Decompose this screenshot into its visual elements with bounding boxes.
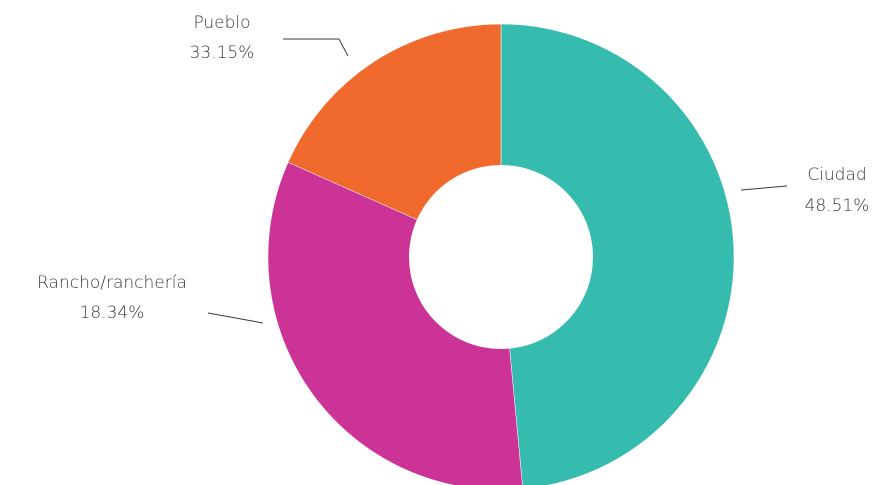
leader-line-ciudad: [740, 185, 788, 191]
leader-line-rancho: [207, 312, 264, 324]
label-ciudad: Ciudad 48.51%: [740, 165, 870, 216]
slice-label-rancho: Rancho/ranchería: [37, 273, 187, 293]
slice-value-ciudad: 48.51%: [805, 196, 870, 216]
label-rancho: Rancho/ranchería 18.34%: [37, 273, 264, 324]
leader-line-pueblo: [283, 38, 349, 57]
donut-slices: [267, 23, 735, 485]
slice-ciudad: [500, 23, 735, 485]
slice-value-pueblo: 33.15%: [190, 43, 255, 63]
slice-value-rancho: 18.34%: [80, 303, 145, 323]
label-pueblo: Pueblo 33.15%: [190, 13, 349, 63]
donut-hole: [409, 165, 593, 349]
slice-label-pueblo: Pueblo: [193, 13, 250, 33]
slice-label-ciudad: Ciudad: [807, 165, 866, 185]
